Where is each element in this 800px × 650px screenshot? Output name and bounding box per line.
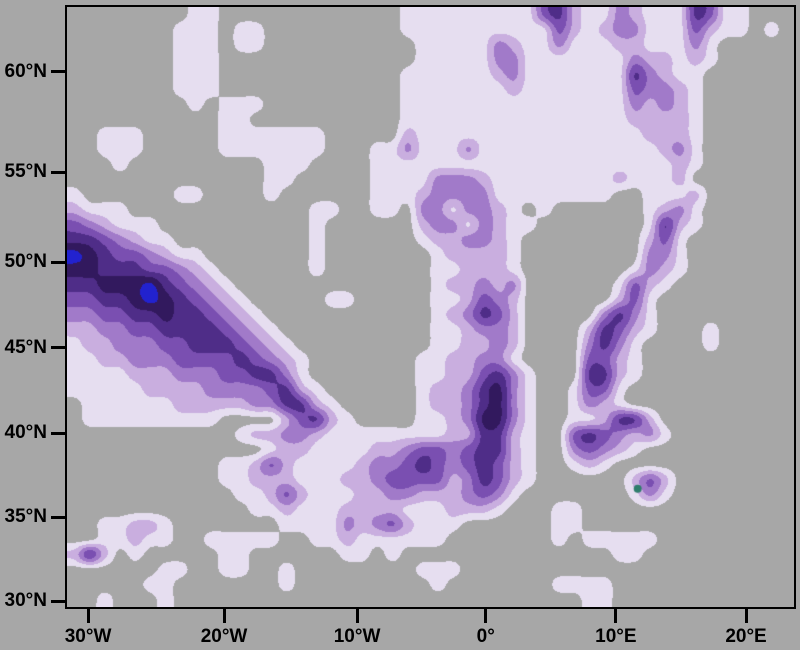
y-axis-tick [51, 260, 65, 264]
y-axis-tick [51, 346, 65, 350]
y-axis-tick-label: 60°N [4, 60, 47, 82]
x-axis-tick [86, 609, 90, 623]
y-axis-tick-label: 35°N [4, 506, 47, 527]
contour-field-canvas [67, 7, 794, 607]
x-axis-tick [355, 609, 359, 623]
x-axis-tick-label: 20°W [200, 626, 248, 647]
y-axis-tick-label: 45°N [4, 336, 47, 358]
x-axis-tick [484, 609, 488, 623]
x-axis-tick-label: 0° [476, 626, 495, 647]
y-axis-tick-label: 40°N [4, 422, 47, 443]
y-axis-tick-label: 50°N [4, 251, 47, 272]
x-axis-tick [222, 609, 226, 623]
x-axis-tick [744, 609, 748, 623]
x-axis-tick [614, 609, 618, 623]
x-axis-tick-label: 10°W [333, 626, 381, 647]
plot-frame [65, 5, 796, 609]
y-axis-tick [51, 70, 65, 74]
x-axis-tick-label: 30°W [64, 626, 112, 647]
y-axis-tick [51, 515, 65, 519]
y-axis-tick [51, 599, 65, 603]
x-axis-tick-label: 10°E [595, 626, 637, 647]
y-axis-tick [51, 431, 65, 435]
y-axis-tick-label: 30°N [4, 590, 47, 611]
y-axis-tick [51, 170, 65, 174]
y-axis-tick-label: 55°N [4, 161, 47, 182]
x-axis-tick-label: 20°E [725, 626, 767, 647]
